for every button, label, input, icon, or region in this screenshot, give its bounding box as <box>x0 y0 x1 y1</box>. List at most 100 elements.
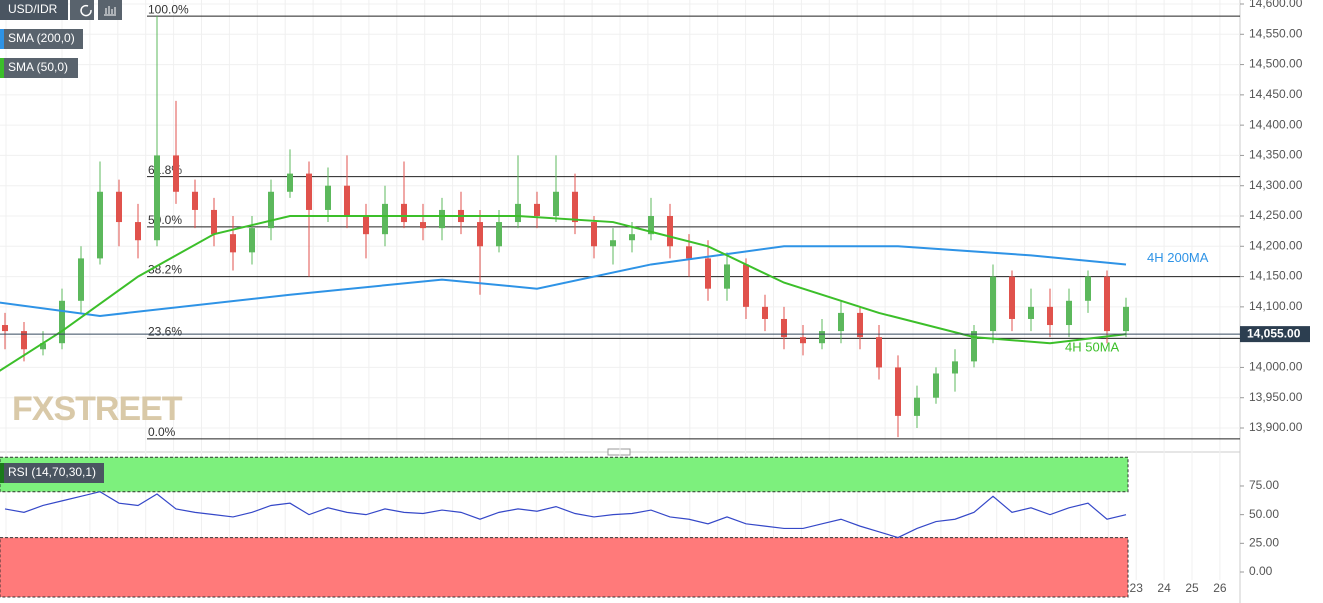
candle-body <box>534 203 540 216</box>
y-tick-label: 13,900.00 <box>1249 420 1303 434</box>
sma-annotation: 4H 200MA <box>1147 250 1209 265</box>
y-tick-label: 75.00 <box>1249 478 1279 492</box>
candle-body <box>800 337 806 344</box>
candle-body <box>477 222 483 247</box>
candle-body <box>572 191 578 223</box>
bars-icon <box>104 6 116 16</box>
candle-body <box>990 276 996 332</box>
sma-annotation: 4H 50MA <box>1065 340 1120 355</box>
y-tick-label: 14,450.00 <box>1249 87 1303 101</box>
candle-body <box>21 331 27 350</box>
candle-body <box>363 216 369 235</box>
candle-body <box>629 234 635 241</box>
y-tick-label: 14,000.00 <box>1249 360 1303 374</box>
candle-body <box>439 209 445 229</box>
candle-body <box>59 300 65 344</box>
candle-body <box>743 264 749 307</box>
candle-body <box>287 173 293 192</box>
candle-body <box>876 337 882 368</box>
candle-body <box>1085 276 1091 301</box>
resize-handle[interactable] <box>607 448 631 456</box>
candle-body <box>306 173 312 210</box>
badge-swatch <box>0 58 4 78</box>
badge-box <box>0 463 104 483</box>
candle-body <box>496 222 502 247</box>
candle-body <box>1123 306 1129 332</box>
legend-badge: USD/IDR <box>0 0 68 20</box>
badge-label: RSI (14,70,30,1) <box>8 465 96 479</box>
candle-body <box>40 343 46 350</box>
candle-body <box>116 191 122 223</box>
candle-body <box>2 325 8 332</box>
legend-badge: SMA (200,0) <box>0 29 83 49</box>
candle-body <box>97 191 103 259</box>
candle-body <box>78 258 84 301</box>
fib-label: 38.2% <box>148 263 182 277</box>
candle-body <box>724 264 730 289</box>
candle-body <box>230 234 236 253</box>
candle-body <box>268 191 274 229</box>
candle-body <box>762 306 768 319</box>
candle-body <box>135 222 141 241</box>
y-tick-label: 14,400.00 <box>1249 117 1303 131</box>
badge-label: SMA (50,0) <box>8 60 68 74</box>
watermark: FXSTREET <box>12 390 183 428</box>
sma-line <box>0 245 1127 317</box>
candle-body <box>325 185 331 210</box>
candle-body <box>591 222 597 247</box>
candle-body <box>610 240 616 247</box>
candle-body <box>344 185 350 216</box>
candle-body <box>154 155 160 241</box>
candle-body <box>971 331 977 362</box>
badge-swatch <box>0 463 4 483</box>
candle-body <box>895 367 901 416</box>
candle-body <box>933 373 939 398</box>
y-tick-label: 14,100.00 <box>1249 299 1303 313</box>
y-tick-label: 14,500.00 <box>1249 57 1303 71</box>
badge-box <box>0 29 83 49</box>
candle-body <box>667 216 673 247</box>
candle-body <box>1009 276 1015 319</box>
candle-body <box>1066 300 1072 326</box>
fib-label: 50.0% <box>148 213 182 227</box>
y-tick-label: 14,350.00 <box>1249 148 1303 162</box>
candle-body <box>192 191 198 210</box>
candle-body <box>686 246 692 259</box>
candle-body <box>781 318 787 338</box>
candle-body <box>173 155 179 192</box>
y-tick-label: 0.00 <box>1249 564 1273 578</box>
badge-label: USD/IDR <box>8 2 58 16</box>
candle-body <box>838 312 844 332</box>
candle-body <box>382 203 388 235</box>
y-tick-label: 14,550.00 <box>1249 26 1303 40</box>
candle-body <box>401 203 407 223</box>
price-tag-label: 14,055.00 <box>1247 326 1301 340</box>
y-tick-label: 14,300.00 <box>1249 178 1303 192</box>
toolbar-button[interactable] <box>70 0 94 20</box>
candle-body <box>1028 306 1034 319</box>
badge-box <box>0 58 78 78</box>
x-tick-label: 23 <box>1130 581 1144 595</box>
badge-box <box>0 0 68 20</box>
refresh-icon <box>80 4 92 17</box>
candle-body <box>648 216 654 235</box>
candle-body <box>819 331 825 344</box>
legend-badge: SMA (50,0) <box>0 58 78 78</box>
x-tick-label: 24 <box>1157 581 1171 595</box>
candle-body <box>857 312 863 338</box>
candle-body <box>249 228 255 253</box>
toolbar-button[interactable] <box>98 0 122 20</box>
candle-body <box>952 361 958 374</box>
legend-badge: RSI (14,70,30,1) <box>0 463 104 483</box>
y-tick-label: 14,150.00 <box>1249 269 1303 283</box>
fib-label: 100.0% <box>148 2 189 16</box>
candle-body <box>1047 306 1053 326</box>
price-tag <box>1240 326 1310 343</box>
sma-line <box>0 215 1127 372</box>
candle-body <box>515 203 521 223</box>
candle-body <box>420 222 426 229</box>
y-tick-label: 14,200.00 <box>1249 238 1303 252</box>
badge-swatch <box>0 29 4 49</box>
fib-label: 0.0% <box>148 425 176 439</box>
